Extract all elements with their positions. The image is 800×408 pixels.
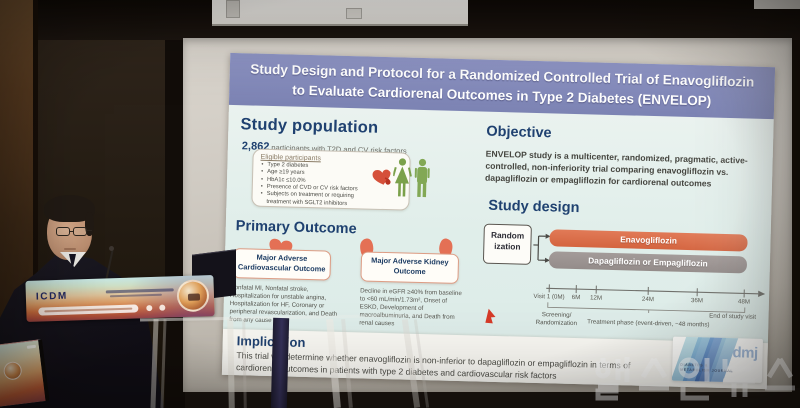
participant-count-suffix: participants with T2D and CV risk factor… <box>271 143 407 156</box>
randomization-line1: Random <box>490 229 525 241</box>
randomization-box: Random ization <box>482 223 532 265</box>
timeline-axis <box>546 284 766 298</box>
primary-outcome-heading: Primary Outcome <box>235 218 357 238</box>
icdm-logo: ICDM <box>35 290 69 303</box>
monitor-text-blur <box>26 344 37 349</box>
arm-enavogliflozin: Enavogliflozin <box>549 229 748 252</box>
wall-corner-strip <box>165 40 185 408</box>
eligible-title: Eligible participants <box>260 153 321 163</box>
implication-heading: Implication <box>236 333 306 350</box>
kidney-outcome-card: Major Adverse Kidney Outcome <box>360 251 460 284</box>
participants-line: 2,862 participants with T2D and CV risk f… <box>242 140 407 156</box>
implication-text: This trial will determine whether enavog… <box>235 350 631 381</box>
presenter-mouth <box>64 248 76 250</box>
ceiling-corner <box>754 0 800 9</box>
news-watermark: 헬스인뉴스 <box>593 356 800 408</box>
objective-text: ENVELOP study is a multicenter, randomiz… <box>484 148 748 189</box>
branch-connector <box>533 233 551 263</box>
watermark-glyphs <box>595 357 795 401</box>
phase-screening-label: Screening/ Randomization <box>535 311 578 328</box>
study-population-heading: Study population <box>240 115 379 137</box>
tie <box>69 254 76 270</box>
randomization-line2: ization <box>494 241 521 252</box>
ceiling-bracket <box>346 8 362 19</box>
heart-icon <box>372 169 391 185</box>
banner-tagline <box>105 288 174 294</box>
ceiling-bracket <box>226 0 240 18</box>
presentation-slide: Study Design and Protocol for a Randomiz… <box>221 52 776 390</box>
podium-banner: ICDM <box>25 275 215 322</box>
banner-icon <box>146 304 153 312</box>
microphone-tip <box>109 246 114 251</box>
eligible-participants-box: Eligible participants Type 2 diabetes Ag… <box>251 148 430 211</box>
participant-count: 2,862 <box>241 140 270 153</box>
eligible-bullet: HbA1c ≤10.0% <box>267 177 378 187</box>
eligible-bullet: Type 2 diabetes <box>267 162 378 172</box>
heart-icon <box>269 238 293 260</box>
banner-tagline <box>109 293 162 297</box>
tick-label: 36M <box>690 297 704 305</box>
slide-title-line1: Study Design and Protocol for a Randomiz… <box>250 61 755 90</box>
confidence-monitor <box>0 338 50 408</box>
phase-treatment-label: Treatment phase (event-driven, ~48 month… <box>587 318 710 329</box>
tick-label: Visit 1 (0M) <box>533 292 565 301</box>
male-figure-icon <box>414 158 430 198</box>
tick-label: 6M <box>571 293 581 302</box>
banner-icon <box>159 304 166 311</box>
wall-seam <box>33 0 38 408</box>
slide-title-line2: to Evaluate Cardiorenal Outcomes in Type… <box>292 82 712 109</box>
kidney-outcome-description: Decline in eGFR ≥40% from baseline to <6… <box>359 287 462 328</box>
phase-brace <box>547 302 746 313</box>
study-design-heading: Study design <box>488 197 580 217</box>
tick-label: 48M <box>737 298 751 306</box>
icdm-badge <box>2 360 23 381</box>
podium-cable <box>270 317 290 408</box>
people-icons <box>392 158 430 198</box>
female-figure-icon <box>392 158 412 197</box>
objective-heading: Objective <box>486 123 552 142</box>
eligible-bullet: Presence of CVD or CV risk factors <box>267 184 378 194</box>
presenter-hair <box>85 212 94 236</box>
kidney-icon <box>360 238 374 260</box>
eligible-bullet: Subjects on treatment or requiring treat… <box>266 191 377 209</box>
tick-label: 12M <box>589 294 603 302</box>
eligible-bullet: Age ≥19 years <box>267 169 378 179</box>
eligible-bullet-list: Type 2 diabetes Age ≥19 years HbA1c ≤10.… <box>259 162 378 209</box>
dark-wall <box>792 40 800 408</box>
arm-dapagliflozin-empagliflozin: Dapagliflozin or Empagliflozin <box>548 251 748 274</box>
phase-end-label: End of study visit <box>709 312 757 321</box>
kidney-icon <box>439 238 453 260</box>
watermark-text: 헬스인뉴스 <box>593 356 598 357</box>
cardiovascular-outcome-card: Major Adverse Cardiovascular Outcome <box>232 248 332 281</box>
glasses-icon <box>55 227 92 238</box>
cursor-arrow-icon <box>485 308 496 324</box>
icdm-badge <box>176 279 210 313</box>
ceiling-panel <box>212 0 468 26</box>
slide-title-bar: Study Design and Protocol for a Randomiz… <box>228 52 776 120</box>
tick-label: 24M <box>641 295 655 304</box>
